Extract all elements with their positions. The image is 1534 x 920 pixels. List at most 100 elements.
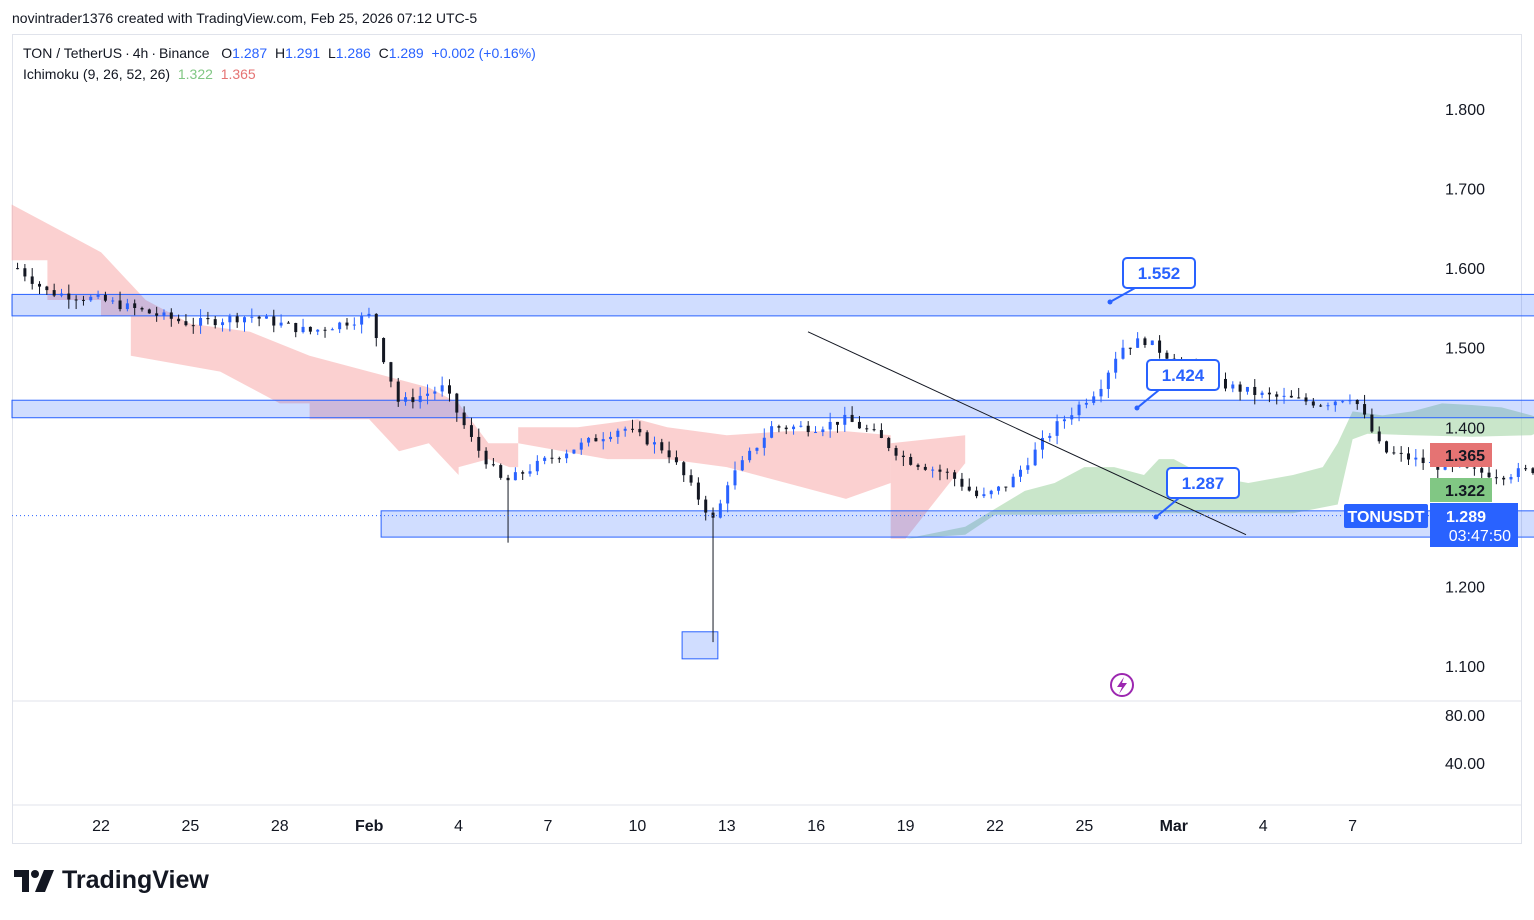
candle-body bbox=[1392, 452, 1396, 454]
candle-body bbox=[169, 312, 173, 319]
candle-body bbox=[821, 429, 825, 433]
zone-mid-resistance bbox=[11, 399, 1534, 419]
time-tick: 13 bbox=[718, 818, 736, 835]
candle-body bbox=[264, 316, 268, 319]
candle-body bbox=[433, 391, 437, 394]
badge-senkou-b-text: 1.365 bbox=[1445, 448, 1485, 465]
candle-body bbox=[389, 362, 393, 382]
candle-body bbox=[1282, 395, 1286, 397]
candle-body bbox=[828, 421, 832, 430]
candle-body bbox=[1223, 378, 1227, 389]
descending-trendline[interactable] bbox=[807, 331, 1247, 536]
chart-frame bbox=[12, 34, 1522, 844]
candle-body bbox=[1487, 472, 1491, 478]
candle-body bbox=[616, 430, 620, 437]
indicator-value-a: 1.322 bbox=[177, 66, 213, 82]
price-axis[interactable]: 1.800 1.700 1.600 1.500 1.400 1.200 1.100 bbox=[1445, 102, 1485, 676]
price-tick: 1.700 bbox=[1445, 182, 1485, 199]
time-tick: 28 bbox=[271, 818, 289, 835]
price-tick: 1.100 bbox=[1445, 659, 1485, 676]
candle-body bbox=[1238, 384, 1242, 392]
time-tick: 7 bbox=[1348, 818, 1357, 835]
legend-symbol[interactable]: TON / TetherUS bbox=[23, 45, 123, 61]
legend-interval[interactable]: 4h bbox=[132, 45, 149, 61]
symbol-legend[interactable]: TON / TetherUS · 4h · Binance O1.287 H1.291 … bbox=[23, 45, 536, 61]
price-tick: 1.200 bbox=[1445, 579, 1485, 596]
candle-body bbox=[872, 429, 876, 431]
candle-body bbox=[923, 466, 927, 470]
candle-body bbox=[147, 309, 151, 314]
time-tick: 7 bbox=[544, 818, 553, 835]
candle-body bbox=[1033, 449, 1037, 466]
callout-leader bbox=[1136, 389, 1160, 409]
candle-body bbox=[133, 303, 137, 308]
candle-body bbox=[1150, 340, 1154, 345]
price-tick: 1.500 bbox=[1445, 341, 1485, 358]
zone-wick-low bbox=[681, 631, 719, 660]
candle-body bbox=[1472, 467, 1476, 469]
tradingview-brand: TradingView bbox=[62, 866, 209, 894]
callout-box bbox=[1166, 467, 1240, 499]
callout-box bbox=[1122, 257, 1196, 289]
candle-body bbox=[1092, 396, 1096, 403]
indicator-legend[interactable]: Ichimoku (9, 26, 52, 26) 1.322 1.365 bbox=[23, 66, 256, 82]
candle-body bbox=[1333, 401, 1337, 406]
candle-body bbox=[16, 268, 20, 270]
horizontal-zones[interactable] bbox=[11, 293, 1534, 660]
time-tick: 25 bbox=[1076, 818, 1094, 835]
candle-body bbox=[1106, 372, 1110, 389]
indicator-name[interactable]: Ichimoku (9, 26, 52, 26) bbox=[23, 66, 171, 82]
candle-body bbox=[660, 442, 664, 451]
time-tick: 10 bbox=[629, 818, 647, 835]
candle-body bbox=[345, 322, 349, 326]
candle-body bbox=[594, 437, 598, 442]
candle-body bbox=[894, 448, 898, 456]
candle-body bbox=[645, 432, 649, 445]
candle-body bbox=[1040, 437, 1044, 450]
candle-body bbox=[67, 293, 71, 300]
candle-body bbox=[206, 318, 210, 320]
zone-support bbox=[380, 510, 1534, 538]
lightning-icon[interactable] bbox=[1110, 673, 1134, 697]
price-callouts[interactable]: 1.552 1.424 1.287 bbox=[1107, 257, 1240, 520]
candle-body bbox=[989, 490, 993, 495]
candle-body bbox=[652, 442, 656, 445]
candle-body bbox=[916, 464, 920, 467]
symbol-price-tag[interactable]: TONUSDT bbox=[1344, 504, 1428, 528]
candle-body bbox=[879, 430, 883, 438]
candle-body bbox=[52, 290, 56, 296]
countdown-text: 03:47:50 bbox=[1449, 528, 1511, 545]
candle-body bbox=[177, 318, 181, 322]
legend-open: 1.287 bbox=[232, 45, 268, 61]
candle-body bbox=[806, 425, 810, 433]
candle-body bbox=[960, 478, 964, 487]
time-axis[interactable]: 22 25 28 Feb 4 7 10 13 16 19 22 25 Mar 4 7 bbox=[92, 818, 1357, 835]
candle-body bbox=[1319, 405, 1323, 407]
candle-body bbox=[1011, 476, 1015, 488]
candle-body bbox=[579, 442, 583, 450]
candle-body bbox=[1370, 414, 1374, 432]
tradingview-logo[interactable]: TradingView bbox=[14, 866, 209, 895]
candle-body bbox=[975, 490, 979, 497]
candle-body bbox=[294, 322, 298, 333]
candle-body bbox=[235, 316, 239, 323]
current-price-text: 1.289 bbox=[1446, 509, 1486, 526]
candle-body bbox=[1297, 397, 1301, 399]
candle-body bbox=[213, 319, 217, 326]
candle-body bbox=[455, 393, 459, 413]
ichimoku-cloud bbox=[11, 204, 1534, 539]
callout-anchor bbox=[1153, 514, 1159, 520]
candle-body bbox=[740, 460, 744, 471]
candle-body bbox=[909, 457, 913, 465]
candle-body bbox=[38, 283, 42, 287]
candle-body bbox=[814, 432, 818, 434]
candle-body bbox=[125, 303, 129, 310]
legend-high-label: H bbox=[274, 45, 286, 61]
candle-body bbox=[1062, 419, 1066, 422]
candle-body bbox=[118, 300, 122, 310]
candle-body bbox=[103, 294, 107, 301]
candle-body bbox=[462, 412, 466, 426]
volume-axis: 80.00 40.00 bbox=[1445, 708, 1485, 773]
candle-body bbox=[565, 453, 569, 459]
